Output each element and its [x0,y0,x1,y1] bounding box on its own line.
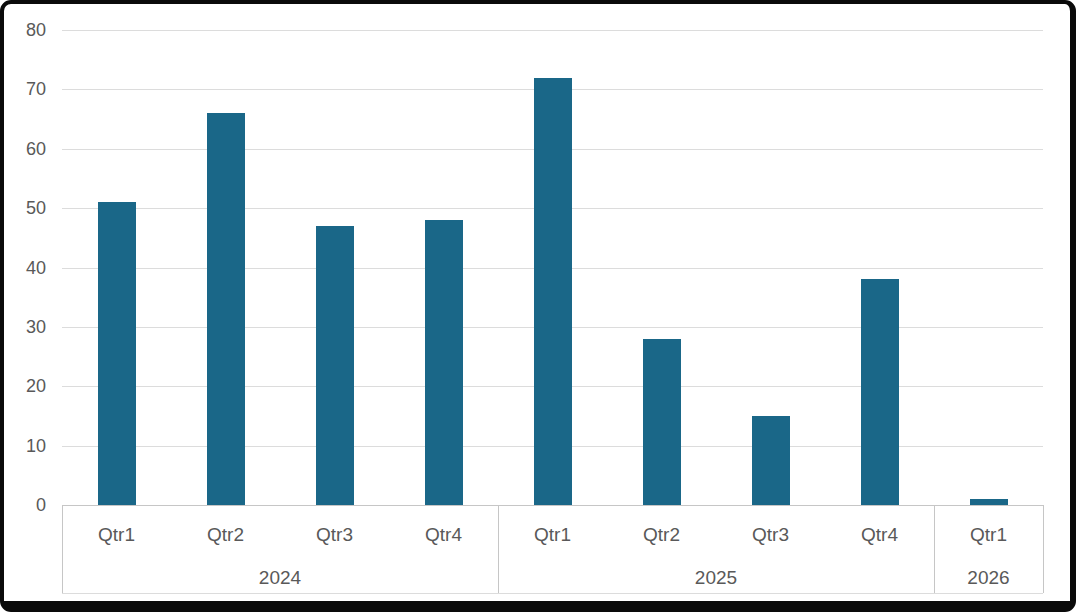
y-axis-tick-label: 10 [0,435,46,457]
y-axis-tick-label: 70 [0,78,46,100]
x-axis-category-label: Qtr3 [280,523,389,547]
quarterly-bar-chart: 01020304050607080 Qtr1Qtr2Qtr3Qtr4Qtr1Qt… [0,0,1076,612]
bar [534,78,572,506]
x-axis-group-label: 2024 [62,566,498,590]
y-axis-tick-label: 50 [0,197,46,219]
x-axis-category-label: Qtr1 [498,523,607,547]
x-axis-category-label: Qtr1 [62,523,171,547]
gridline [62,30,1043,31]
bar [316,226,354,505]
x-axis-category-label: Qtr3 [716,523,825,547]
x-axis-category-label: Qtr2 [607,523,716,547]
x-axis-group-label: 2026 [934,566,1043,590]
x-axis-category-label: Qtr2 [171,523,280,547]
y-axis-tick-label: 30 [0,316,46,338]
bar [425,220,463,505]
x-axis-group-label: 2025 [498,566,934,590]
category-group-separator [1043,505,1044,593]
category-area-bottom-line [62,593,1043,594]
bar [643,339,681,505]
y-axis-tick-label: 20 [0,375,46,397]
y-axis-tick-label: 0 [0,494,46,516]
x-axis-category-label: Qtr4 [825,523,934,547]
y-axis-tick-label: 80 [0,19,46,41]
y-axis-tick-label: 60 [0,138,46,160]
x-axis-line [62,505,1043,506]
bar [207,113,245,505]
y-axis-tick-label: 40 [0,257,46,279]
chart-canvas: 01020304050607080 Qtr1Qtr2Qtr3Qtr4Qtr1Qt… [0,0,1076,612]
bar [861,279,899,505]
x-axis-category-label: Qtr1 [934,523,1043,547]
bar [98,202,136,505]
x-axis-category-label: Qtr4 [389,523,498,547]
bar [752,416,790,505]
